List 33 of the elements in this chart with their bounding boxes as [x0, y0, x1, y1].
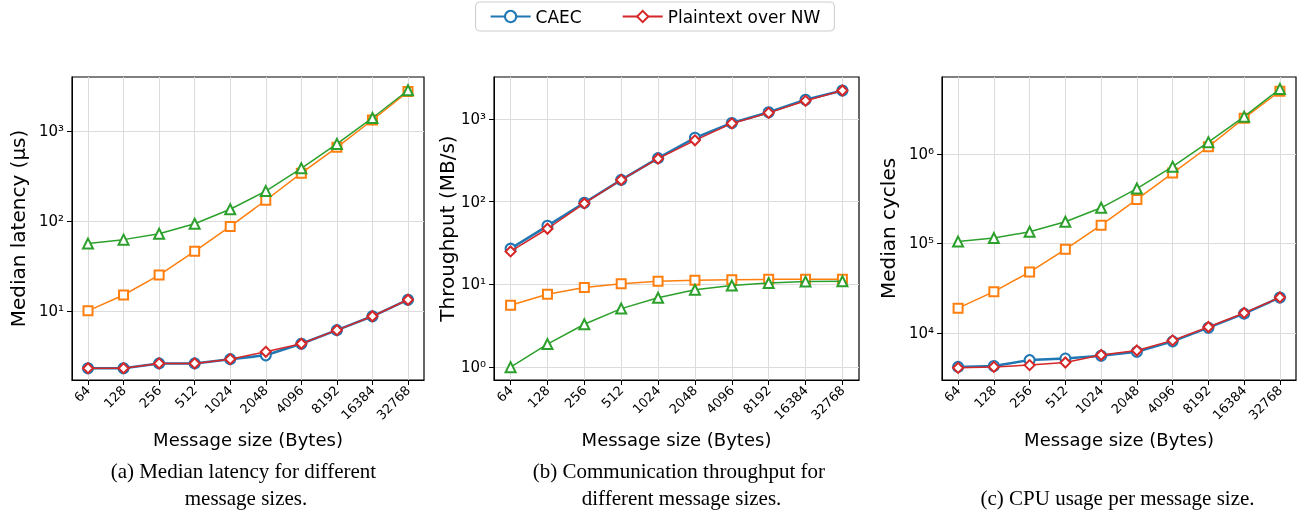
y-tick-label: 10² — [460, 192, 486, 211]
y-tick-label: 10⁰ — [460, 358, 486, 377]
x-tick-label: 512 — [171, 382, 200, 411]
x-tick-label: 64 — [71, 382, 94, 405]
x-axis-title: Message size (Bytes) — [1024, 428, 1214, 450]
x-tick-label: 128 — [524, 382, 553, 411]
x-tick-label: 512 — [1042, 382, 1071, 411]
y-axis-title: Median latency (µs) — [6, 129, 30, 328]
x-tick-label: 64 — [493, 382, 516, 405]
y-tick-label: 10⁵ — [908, 234, 934, 253]
y-tick-label: 10³ — [38, 122, 64, 141]
y-tick-label: 10⁴ — [908, 324, 934, 343]
y-tick-label: 10² — [38, 211, 64, 230]
y-tick-label: 10⁶ — [908, 144, 934, 163]
legend-label: Plaintext over NW — [667, 6, 821, 27]
text: (a) Median latency for different message sizes. — [110, 458, 382, 510]
x-tick-label: 64 — [941, 382, 964, 405]
x-tick-label: 256 — [561, 382, 590, 411]
legend-label: CAEC — [535, 6, 582, 27]
x-tick-label: 256 — [136, 382, 165, 411]
x-tick-label: 128 — [971, 382, 1000, 411]
y-axis-title: Throughput (MB/s) — [435, 135, 459, 323]
x-tick-label: 256 — [1006, 382, 1035, 411]
x-tick-label: 512 — [598, 382, 627, 411]
x-axis-title: Message size (Bytes) — [153, 428, 343, 450]
x-axis-title: Message size (Bytes) — [581, 428, 772, 450]
x-tick-label: 128 — [100, 382, 129, 411]
y-tick-label: 10³ — [460, 109, 486, 128]
y-axis-title: Median cycles — [876, 157, 900, 300]
y-tick-label: 10¹ — [38, 301, 64, 320]
text: (c) CPU usage per message size. — [980, 485, 1255, 510]
text: (b) Communication throughput for different message sizes. — [532, 458, 831, 510]
y-tick-label: 10¹ — [460, 275, 486, 294]
